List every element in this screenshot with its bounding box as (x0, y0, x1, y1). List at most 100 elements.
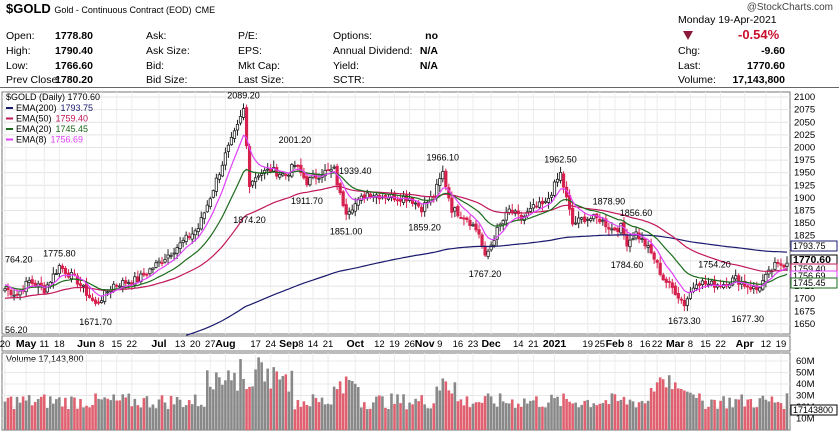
candle-body (42, 285, 46, 294)
x-tick-label: Dec (481, 338, 500, 350)
candle-body (217, 174, 221, 180)
candle-body (480, 234, 484, 246)
legend-value: 1759.40 (56, 114, 89, 124)
price-annotation: 1939.40 (339, 166, 372, 176)
volume-bar (18, 402, 22, 430)
volume-bar (483, 396, 487, 430)
price-annotation: 1874.20 (233, 215, 266, 225)
volume-bar (82, 407, 85, 430)
volume-bar (453, 382, 457, 430)
legend-value: 1745.45 (56, 124, 89, 134)
candle-body (226, 144, 231, 152)
volume-bar (396, 394, 399, 430)
volume-bar (462, 405, 466, 430)
volume-bar (272, 367, 276, 430)
quote-cell-l3: P/E: (238, 30, 258, 42)
x-tick-label: 8 (99, 339, 104, 350)
volume-bar (9, 396, 13, 430)
price-annotation: 1673.30 (668, 316, 701, 326)
candle-body (504, 211, 508, 221)
volume-bar (163, 402, 167, 430)
candle-body (247, 146, 252, 187)
price-annotation: 1851.00 (330, 227, 363, 237)
volume-bar (133, 398, 137, 430)
candle-body (160, 262, 164, 265)
candle-body (411, 197, 415, 204)
ema-line-8 (4, 134, 788, 297)
volume-bar (39, 396, 43, 430)
volume-bar (728, 397, 731, 430)
x-tick-label: 20 (190, 339, 201, 350)
candle-body (703, 280, 708, 285)
candle-body (737, 275, 741, 285)
price-annotation: 1859.20 (408, 222, 441, 232)
x-tick-label: 20 (0, 339, 10, 350)
volume-bar (764, 399, 768, 430)
volume-bar (332, 386, 336, 430)
chart-title: $GOLD (Daily) 1770.60 (6, 92, 100, 102)
volume-bar (356, 387, 360, 430)
candle-body (586, 218, 590, 221)
price-annotation: 56.20 (5, 325, 28, 335)
quote-date: Monday 19-Apr-2021 (678, 14, 777, 26)
candle-body (93, 299, 98, 304)
volume-bar (438, 390, 442, 430)
candle-body (157, 260, 161, 264)
volume-bar (495, 406, 499, 430)
volume-bar (184, 405, 188, 430)
candle-body (184, 234, 188, 243)
candle-body (266, 168, 270, 171)
volume-bar (680, 388, 683, 430)
volume-bar (326, 403, 330, 430)
quote-cell-v1: 1790.40 (55, 44, 93, 57)
volume-bar (209, 386, 212, 430)
y-tick-label: 2000 (794, 142, 815, 153)
volume-bar (121, 394, 125, 430)
candle-body (260, 173, 264, 176)
candle-body (341, 191, 345, 206)
quote-cell-l3: Last Size: (238, 74, 285, 87)
candle-body (45, 284, 49, 293)
volume-bar (746, 399, 750, 430)
volume-bar (205, 370, 209, 430)
quote-cell-v1: 1778.80 (55, 30, 93, 42)
volume-bar (420, 395, 423, 430)
candle-body (254, 177, 258, 183)
x-tick-label: 12 (374, 339, 385, 350)
volume-bar (492, 403, 496, 430)
volume-bar (329, 404, 333, 430)
volume-bar (112, 394, 115, 430)
volume-bar (48, 396, 52, 430)
candle-body (613, 227, 617, 231)
candle-body (163, 259, 167, 263)
volume-bar (275, 371, 279, 430)
volume-bar (221, 384, 224, 430)
candle-body (610, 228, 614, 231)
candle-body (752, 286, 756, 290)
candle-body (580, 217, 584, 220)
volume-bar (215, 372, 218, 430)
x-tick-label: 9 (437, 339, 442, 350)
ema-line-20 (4, 168, 788, 291)
volume-bar (610, 393, 614, 430)
volume-bar (598, 403, 602, 430)
candle-body (302, 172, 306, 179)
quote-cell-v5: -9.60 (761, 44, 785, 57)
volume-tick-label: 60M (796, 356, 815, 367)
x-tick-label: 17 (250, 339, 261, 350)
candle-body (438, 178, 442, 186)
x-tick-label: 22 (652, 339, 663, 350)
volume-bar (758, 398, 762, 430)
candle-body (462, 217, 466, 220)
candle-body (441, 171, 445, 180)
candle-body (145, 273, 149, 276)
volume-bar (689, 392, 692, 430)
volume-bar (571, 403, 574, 430)
quote-cell-l1: Prev Close: (6, 74, 61, 87)
legend-name: EMA(20) (16, 124, 52, 134)
volume-bar (532, 400, 535, 430)
candle-body (54, 273, 58, 275)
volume-bar (507, 403, 511, 430)
legend-name: EMA(8) (16, 135, 47, 145)
volume-bar (187, 400, 191, 430)
